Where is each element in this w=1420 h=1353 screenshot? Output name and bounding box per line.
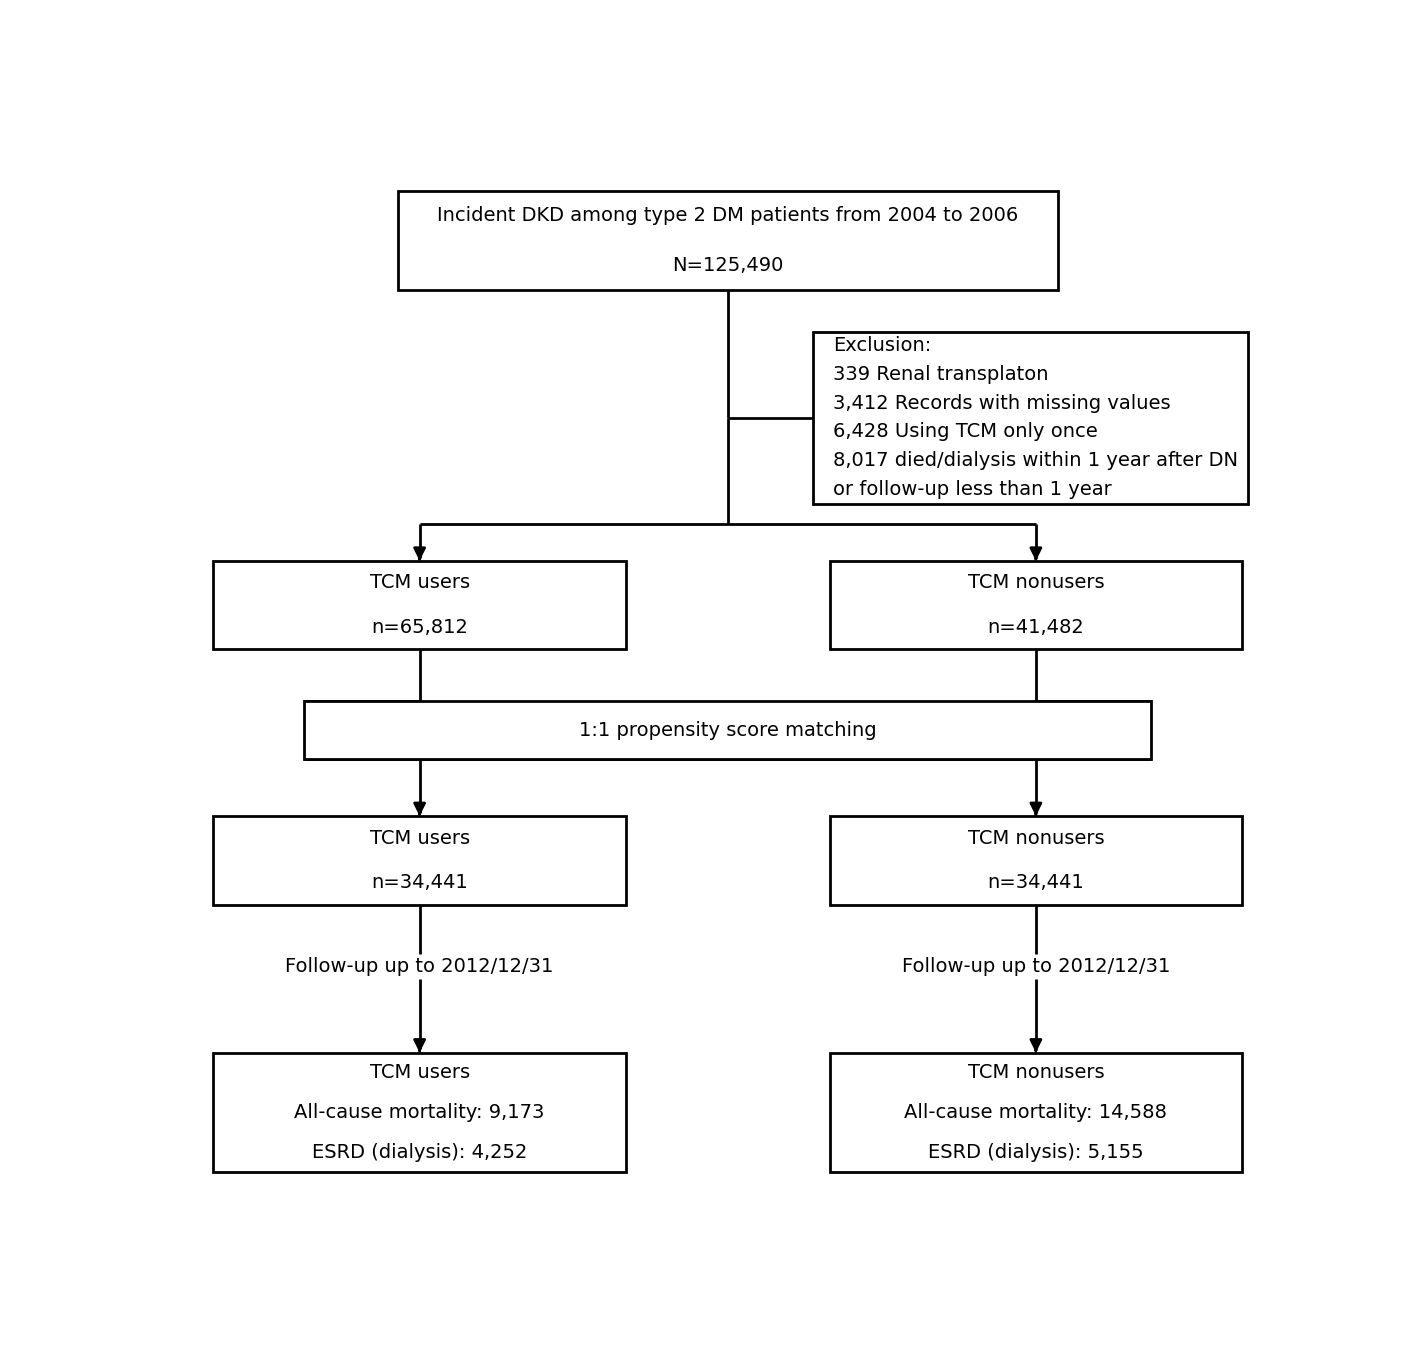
Text: or follow-up less than 1 year: or follow-up less than 1 year xyxy=(834,480,1112,499)
FancyBboxPatch shape xyxy=(814,331,1248,503)
Text: N=125,490: N=125,490 xyxy=(672,256,784,275)
Text: All-cause mortality: 9,173: All-cause mortality: 9,173 xyxy=(294,1103,545,1122)
Text: TCM users: TCM users xyxy=(369,829,470,848)
Text: n=41,482: n=41,482 xyxy=(987,618,1085,637)
Text: TCM nonusers: TCM nonusers xyxy=(967,574,1105,593)
FancyBboxPatch shape xyxy=(304,701,1152,759)
Text: ESRD (dialysis): 4,252: ESRD (dialysis): 4,252 xyxy=(312,1143,527,1162)
Text: 6,428 Using TCM only once: 6,428 Using TCM only once xyxy=(834,422,1098,441)
Text: 339 Renal transplaton: 339 Renal transplaton xyxy=(834,365,1048,384)
Text: 8,017 died/dialysis within 1 year after DN: 8,017 died/dialysis within 1 year after … xyxy=(834,451,1238,469)
Text: ESRD (dialysis): 5,155: ESRD (dialysis): 5,155 xyxy=(929,1143,1143,1162)
Text: TCM users: TCM users xyxy=(369,574,470,593)
FancyBboxPatch shape xyxy=(213,561,626,649)
Text: Follow-up up to 2012/12/31: Follow-up up to 2012/12/31 xyxy=(285,957,554,976)
Text: Exclusion:: Exclusion: xyxy=(834,337,932,356)
Text: TCM nonusers: TCM nonusers xyxy=(967,1063,1105,1082)
FancyBboxPatch shape xyxy=(829,1053,1242,1173)
FancyBboxPatch shape xyxy=(829,816,1242,905)
FancyBboxPatch shape xyxy=(398,191,1058,290)
FancyBboxPatch shape xyxy=(213,816,626,905)
Text: 1:1 propensity score matching: 1:1 propensity score matching xyxy=(579,721,876,740)
FancyBboxPatch shape xyxy=(213,1053,626,1173)
Text: n=65,812: n=65,812 xyxy=(371,618,469,637)
Text: Incident DKD among type 2 DM patients from 2004 to 2006: Incident DKD among type 2 DM patients fr… xyxy=(437,206,1018,225)
Text: n=34,441: n=34,441 xyxy=(371,873,469,892)
Text: Follow-up up to 2012/12/31: Follow-up up to 2012/12/31 xyxy=(902,957,1170,976)
Text: n=34,441: n=34,441 xyxy=(987,873,1085,892)
FancyBboxPatch shape xyxy=(829,561,1242,649)
Text: 3,412 Records with missing values: 3,412 Records with missing values xyxy=(834,394,1170,413)
Text: TCM nonusers: TCM nonusers xyxy=(967,829,1105,848)
Text: All-cause mortality: 14,588: All-cause mortality: 14,588 xyxy=(905,1103,1167,1122)
Text: TCM users: TCM users xyxy=(369,1063,470,1082)
